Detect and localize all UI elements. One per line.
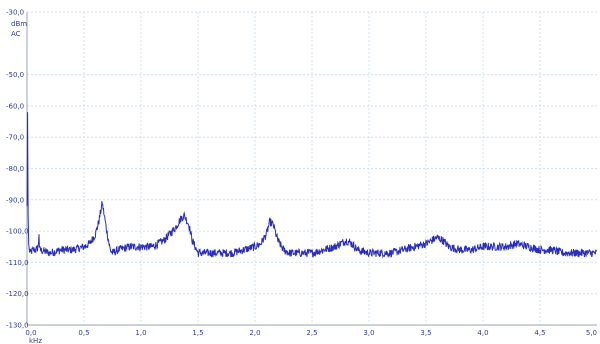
- trace: [26, 112, 598, 259]
- x-unit-label: kHz: [29, 337, 42, 344]
- y-tick-label: -100,0: [6, 228, 29, 236]
- x-tick-label: 1,0: [135, 329, 146, 337]
- y-tick-label: -120,0: [6, 290, 29, 298]
- y-tick-label: -80,0: [6, 165, 24, 173]
- x-tick-label: 0,5: [78, 329, 89, 337]
- x-tick-label: 5,0: [586, 329, 597, 337]
- y-unit-label: dBm: [11, 20, 27, 28]
- x-tick-label: 3,0: [363, 329, 374, 337]
- y-tick-label: -30,0: [6, 9, 24, 17]
- grid: [27, 12, 597, 325]
- x-tick-label: 2,5: [306, 329, 317, 337]
- x-tick-label: 4,5: [534, 329, 545, 337]
- y-tick-label: -70,0: [6, 134, 24, 142]
- x-tick-labels: 0,0 0,5 1,0 1,5 2,0 2,5 3,0 3,5 4,0 4,5 5,0: [25, 329, 597, 337]
- y-tick-label: -110,0: [6, 259, 29, 267]
- x-tick-label: 0,0: [25, 329, 36, 337]
- x-tick-label: 3,5: [420, 329, 431, 337]
- y-tick-label: -50,0: [6, 71, 24, 79]
- y-tick-label: -90,0: [6, 196, 24, 204]
- spectrum-trace: [26, 112, 598, 259]
- y-tick-labels: -30,0 -50,0 -60,0 -70,0 -80,0 -90,0 -100,0 -110…: [6, 9, 29, 330]
- x-tick-label: 2,0: [249, 329, 260, 337]
- y-tick-label: -60,0: [6, 102, 24, 110]
- y-coupling-label: AC: [11, 30, 21, 38]
- y-tick-label: -130,0: [6, 322, 29, 330]
- x-tick-label: 4,0: [477, 329, 488, 337]
- x-tick-label: 1,5: [192, 329, 203, 337]
